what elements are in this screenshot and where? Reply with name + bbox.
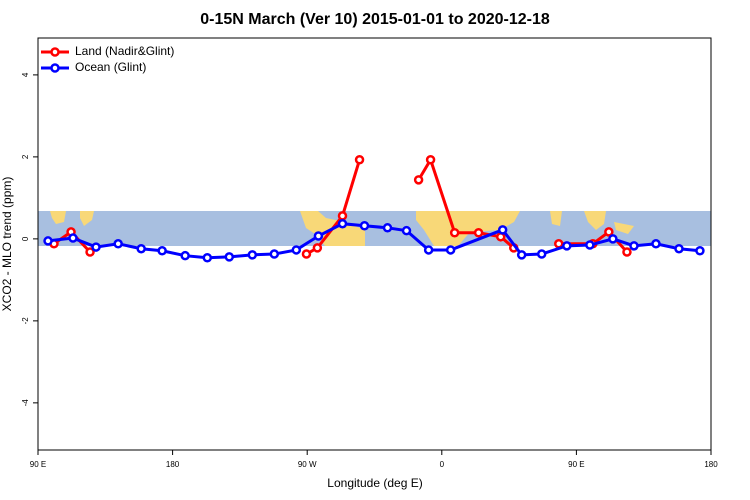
legend-marker [50, 63, 60, 73]
data-point [382, 223, 393, 233]
data-point [247, 250, 258, 260]
x-tick-label: 0 [440, 460, 445, 469]
data-point [113, 239, 123, 249]
data-point [516, 250, 527, 260]
plot-frame [37, 37, 712, 451]
data-point [536, 249, 547, 259]
y-tick-label: 2 [21, 154, 30, 159]
x-tick-label: 90 E [30, 460, 46, 469]
y-axis-label: XCO2 - MLO trend (ppm) [0, 177, 14, 312]
map-background [38, 211, 711, 246]
data-point [585, 240, 595, 250]
data-point [651, 239, 661, 249]
data-point [202, 252, 213, 263]
y-tick-label: 4 [21, 72, 30, 77]
data-point [674, 243, 684, 254]
data-point [445, 245, 456, 255]
data-point [449, 227, 460, 238]
data-point [91, 242, 101, 252]
data-point [413, 175, 424, 185]
y-tick-label: -4 [21, 399, 30, 407]
data-point [136, 243, 146, 254]
x-axis-label: Longitude (deg E) [327, 476, 422, 490]
data-point [354, 155, 365, 165]
data-point [608, 234, 618, 244]
data-point [157, 246, 167, 256]
data-point [291, 245, 302, 255]
data-point [473, 227, 484, 238]
data-point [180, 250, 190, 261]
data-point [337, 211, 348, 221]
x-tick-label: 90 W [298, 460, 317, 469]
data-point [85, 247, 95, 257]
data-point [622, 247, 632, 257]
chart-title: 0-15N March (Ver 10) 2015-01-01 to 2020-… [200, 11, 550, 28]
data-point [269, 249, 280, 259]
data-point [562, 241, 572, 251]
data-point [497, 225, 508, 235]
data-point [312, 243, 323, 253]
data-point [337, 218, 348, 229]
data-point [224, 252, 235, 262]
data-point [695, 246, 705, 256]
legend-label: Ocean (Glint) [75, 60, 146, 74]
x-tick-label: 90 E [568, 460, 584, 469]
x-tick-label: 180 [166, 460, 180, 469]
data-point [425, 155, 436, 165]
legend-marker [50, 47, 60, 57]
data-point [43, 236, 53, 246]
x-tick-label: 180 [704, 460, 718, 469]
data-point [423, 245, 434, 255]
y-tick-label: -2 [21, 317, 30, 325]
data-point [629, 241, 639, 251]
data-point [359, 221, 370, 231]
legend-label: Land (Nadir&Glint) [75, 44, 174, 58]
data-point [313, 231, 324, 241]
data-point [301, 249, 312, 259]
data-point [604, 227, 614, 237]
data-point [68, 233, 78, 243]
y-tick-label: 0 [21, 236, 30, 241]
data-point [401, 225, 412, 236]
